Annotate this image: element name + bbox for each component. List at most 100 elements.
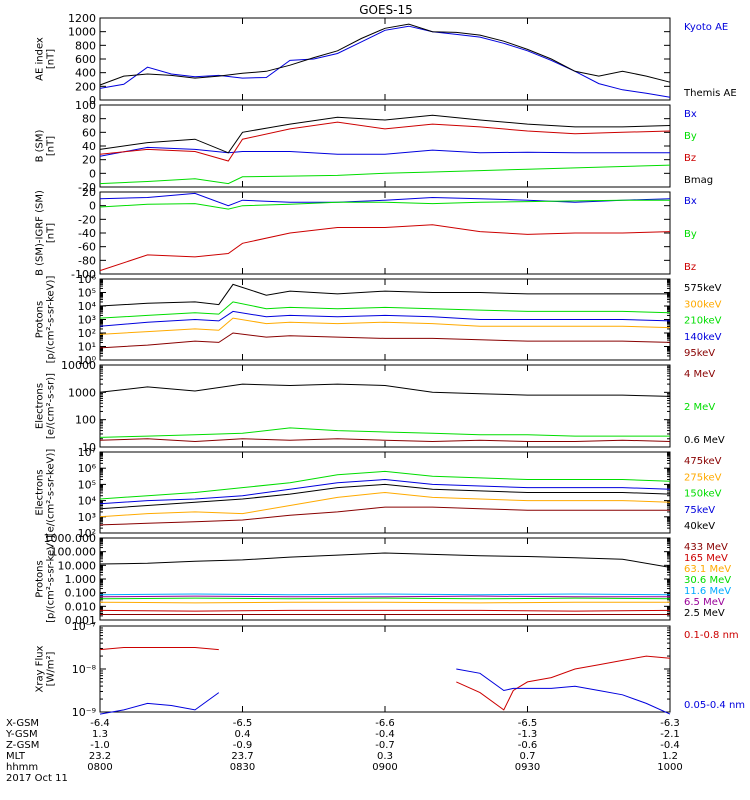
series-line-75kev — [99, 478, 671, 505]
y-tick-label: -100 — [71, 268, 96, 281]
series-line-kyoto-ae — [99, 25, 671, 98]
y-tick-label: 10⁰ — [78, 354, 97, 367]
y-tick-label: 1000.000 — [44, 532, 97, 545]
series-line-themis-ae — [99, 23, 671, 86]
y-axis-label: Protons — [35, 560, 46, 597]
y-tick-label: 10⁶ — [78, 462, 97, 475]
legend-entry: 75keV — [684, 505, 715, 516]
legend-entry: 0.05-0.4 nm — [684, 700, 745, 711]
y-tick-label: 10³ — [78, 314, 96, 327]
legend-entry: Bmag — [684, 175, 713, 186]
x-row-label: X-GSM — [6, 718, 39, 729]
x-tick-label: 1.3 — [92, 729, 108, 740]
y-tick-label: 0.010 — [65, 600, 97, 613]
series-line-by — [99, 164, 671, 185]
legend-entry: 2.5 MeV — [684, 608, 725, 619]
legend-entry: 475keV — [684, 456, 722, 467]
x-tick-label: -6.4 — [90, 718, 110, 729]
y-tick-label: 10⁶ — [78, 273, 97, 286]
panel-8: 10⁻⁹ 10⁻⁸ 10⁻⁷ Xray Flux [W/m²] 0.1-0.8 nm 0.0… — [35, 620, 746, 719]
legend-entry: 63.1 MeV — [684, 564, 731, 575]
legend-entry: Kyoto AE — [684, 22, 728, 33]
series-line-140kev — [99, 310, 671, 327]
series-line-bx — [99, 192, 671, 207]
legend-entry: 4 MeV — [684, 369, 715, 380]
y-axis-label: [e/(cm²-s-sr)] — [46, 373, 57, 439]
series-line-40kev — [99, 483, 671, 510]
y-tick-label: 800 — [75, 39, 96, 52]
x-tick-label: 23.7 — [231, 751, 253, 762]
y-axis-label: [nT] — [46, 49, 57, 69]
x-row-label: Z-GSM — [6, 740, 39, 751]
date-label: 2017 Oct 11 — [6, 773, 68, 784]
y-axis-label: B (SM) — [35, 129, 46, 162]
series-line-210kev — [99, 301, 671, 319]
x-tick-label: -2.1 — [660, 729, 680, 740]
y-tick-label: 10⁴ — [78, 495, 97, 508]
series-line-30-6-mev — [99, 597, 671, 600]
series-line-6-5-mev — [99, 595, 670, 598]
x-tick-label: -0.4 — [660, 740, 680, 751]
legend-entry: 300keV — [684, 299, 722, 310]
legend-entry: By — [684, 229, 697, 240]
series-line-2-mev — [99, 427, 670, 438]
y-tick-label: 1.000 — [65, 573, 97, 586]
y-tick-label: 0.001 — [65, 614, 97, 627]
y-tick-label: 400 — [75, 67, 96, 80]
y-axis-label: [p/(cm²-s-sr-keV)] — [46, 276, 57, 364]
y-tick-label: 10⁻⁷ — [72, 620, 96, 633]
panel-frame — [99, 537, 671, 621]
y-tick-label: 10⁴ — [78, 300, 97, 313]
series-line-2-5-mev — [99, 552, 671, 568]
x-tick-label: -1.0 — [90, 740, 110, 751]
legend-entry: Bz — [684, 153, 696, 164]
legend-entry: 275keV — [684, 472, 722, 483]
y-tick-label: 1000 — [68, 26, 96, 39]
series-line-475kev — [99, 506, 670, 526]
legend-entry: 0.1-0.8 nm — [684, 630, 739, 641]
series-line-63-1-mev — [99, 601, 670, 604]
x-row-label: Y-GSM — [5, 729, 38, 740]
x-axis-readout: X-GSM -6.4 -6.5 -6.6 -6.5 -6.3 Y-GSM 1.3 0.4 -0.4… — [5, 718, 683, 784]
legend-entry: 140keV — [684, 332, 722, 343]
panel-frame — [99, 625, 671, 713]
y-tick-label: 10³ — [78, 511, 96, 524]
x-tick-label: -6.3 — [660, 718, 680, 729]
legend-entry: 30.6 MeV — [684, 575, 731, 586]
y-tick-label: 10² — [78, 327, 96, 340]
series-line-300kev — [99, 317, 671, 335]
y-axis-label: B (SM)-IGRF (SM) — [35, 190, 46, 276]
y-tick-label: 10⁷ — [78, 446, 96, 459]
x-tick-label: 1000 — [657, 762, 682, 773]
y-tick-label: 10⁵ — [78, 287, 96, 300]
series-line-4-mev — [99, 438, 671, 443]
y-tick-label: 40 — [82, 140, 96, 153]
y-tick-label: 600 — [75, 53, 96, 66]
series-line-95kev — [99, 332, 671, 349]
legend-entry: Bz — [684, 262, 696, 273]
y-tick-label: 10000 — [61, 359, 96, 372]
series-line-275kev — [99, 491, 671, 518]
series-line-0-05-0-4-nm — [99, 692, 220, 715]
panel-6: 10² 10³ 10⁴ 10⁵ 10⁶ 10⁷ Electrons [e/(cm²-s-sr-… — [35, 446, 722, 540]
y-tick-label: -80 — [78, 254, 96, 267]
y-tick-label: 200 — [75, 80, 96, 93]
y-axis-label: [W/m²] — [46, 651, 57, 686]
x-tick-label: -6.6 — [375, 718, 395, 729]
legend-entry: By — [684, 131, 697, 142]
series-line-bx — [99, 146, 670, 157]
y-axis-label: [e/(cm²-s-sr-keV)] — [46, 449, 57, 537]
x-row-label: MLT — [6, 751, 26, 762]
legend-entry: 150keV — [684, 489, 722, 500]
x-tick-label: 0.4 — [235, 729, 251, 740]
y-tick-label: 10⁻⁸ — [72, 663, 97, 676]
series-line-0-1-0-8-nm — [456, 655, 671, 711]
x-tick-label: -0.9 — [233, 740, 253, 751]
x-tick-label: -0.4 — [375, 729, 395, 740]
panel-7: 0.0010.0100.1001.00010.000100.0001000.00… — [35, 532, 732, 627]
x-tick-label: 1.2 — [662, 751, 678, 762]
legend-entry: 6.5 MeV — [684, 597, 725, 608]
